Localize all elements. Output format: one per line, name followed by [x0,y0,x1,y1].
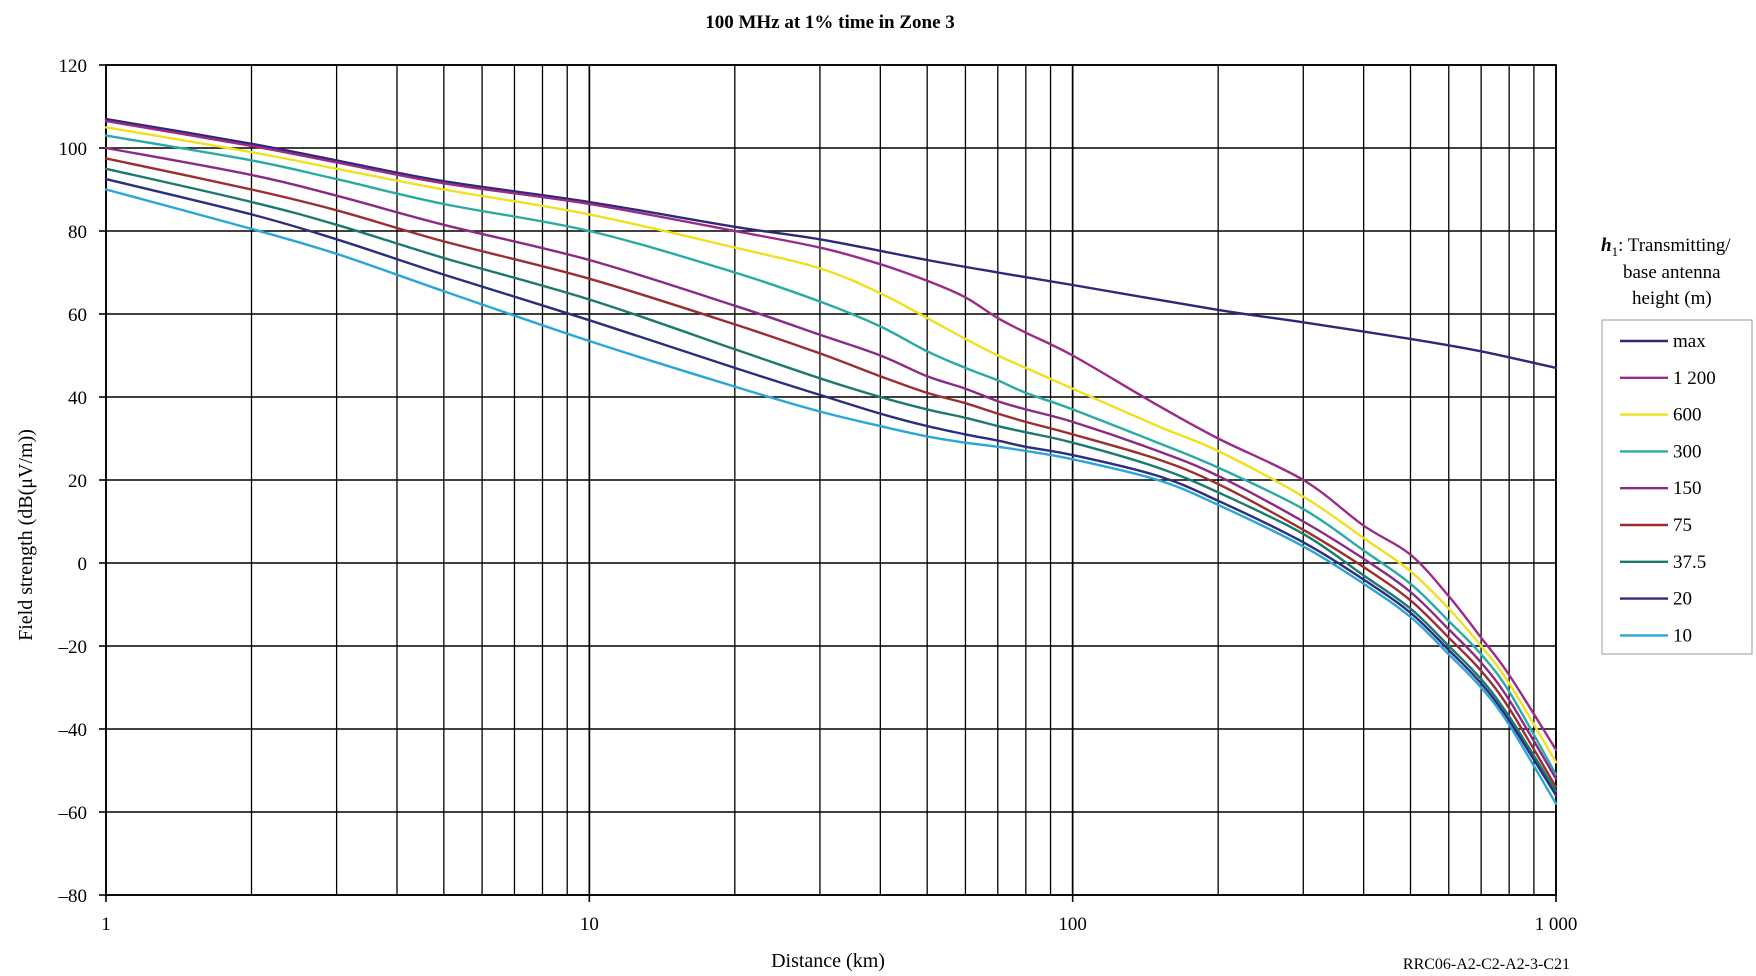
series-line-150 [104,146,1558,780]
x-tick-label: 100 [1058,914,1087,935]
legend-item: 75 [1620,515,1692,536]
series-line-600 [104,126,1558,764]
legend-entries: max 1 200 600 300 150 75 37.5 20 10 [1620,331,1716,646]
plot-frame [105,64,1557,896]
x-tick-label: 1 [101,914,111,935]
legend-item: 20 [1620,589,1692,610]
series-line-37-5 [104,167,1558,793]
y-tick-label: 60 [68,305,87,326]
series-line-300 [104,134,1558,776]
legend: h1: Transmitting/ base antenna height (m… [1601,235,1753,655]
series-line-1200 [104,119,1558,751]
legend-label: 1 200 [1673,368,1716,389]
legend-label: 600 [1673,405,1702,426]
legend-item: 300 [1620,441,1702,462]
y-tick-label: –80 [58,886,88,907]
series-line-10 [104,188,1558,805]
y-tick-label: 40 [68,388,87,409]
reference-code: RRC06-A2-C2-A2-3-C21 [1403,956,1570,973]
legend-box [1601,319,1753,655]
legend-label: 75 [1673,515,1692,536]
legend-label: max [1673,331,1706,352]
y-tick-label: –20 [58,637,88,658]
series-line-20 [104,177,1558,797]
y-tick-label: 100 [59,139,88,160]
y-tick-label: 120 [59,56,88,77]
series-line-75 [104,157,1558,789]
x-tick-label: 1 000 [1535,914,1578,935]
legend-label: 10 [1673,625,1692,646]
legend-label: 20 [1673,589,1692,610]
legend-title-line-3: height (m) [1632,288,1712,309]
legend-item: 1 200 [1620,368,1716,389]
x-tick-label: 10 [580,914,599,935]
x-axis-label: Distance (km) [771,950,885,972]
legend-label: 300 [1673,441,1702,462]
legend-item: 10 [1620,625,1692,646]
y-tick-label: 0 [78,554,88,575]
y-tick-label: –60 [58,803,88,824]
legend-label: 150 [1673,478,1702,499]
legend-item: 37.5 [1620,552,1706,573]
grid [99,64,1557,902]
chart-title: 100 MHz at 1% time in Zone 3 [705,12,955,33]
legend-item: 150 [1620,478,1702,499]
y-tick-labels: 120 100 80 60 40 20 0 –20 –40 –60 –80 [58,56,88,907]
y-tick-label: 80 [68,222,87,243]
y-tick-label: 20 [68,471,87,492]
y-axis-label: Field strength (dB(μV/m)) [15,429,37,641]
series-line-max [104,117,1558,370]
series-lines [104,117,1558,805]
legend-item: max [1620,331,1706,352]
y-tick-label: –40 [58,720,88,741]
legend-title-line-2: base antenna [1623,262,1721,283]
legend-label: 37.5 [1673,552,1706,573]
legend-title-line-1: h1: Transmitting/ [1601,235,1731,259]
legend-item: 600 [1620,405,1702,426]
x-tick-labels: 1 10 100 1 000 [101,914,1577,935]
